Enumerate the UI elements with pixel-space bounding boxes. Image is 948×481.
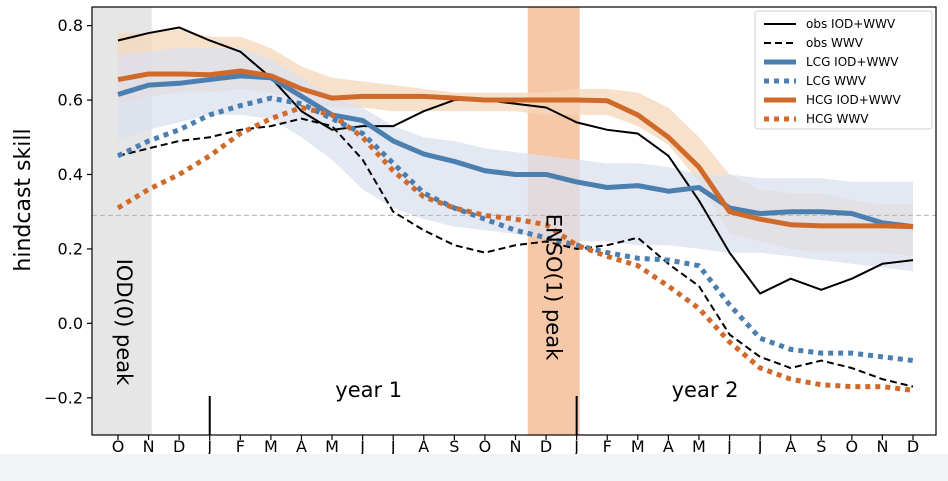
y-tick-label: 0.0 <box>58 314 83 333</box>
series-lcg-wwv <box>116 95 914 364</box>
x-tick-label: O <box>846 437 859 456</box>
x-tick-label: A <box>296 437 307 456</box>
label-year-1: year 1 <box>335 378 402 402</box>
series-hcg-iod-wwv <box>117 68 914 230</box>
x-tick-label: J <box>206 437 212 456</box>
legend-label-hcg-iod-wwv: HCG IOD+WWV <box>806 93 902 107</box>
y-tick-label: 0.6 <box>58 91 83 110</box>
label-iod-0-peak: IOD(0) peak <box>112 259 136 386</box>
x-tick-label: M <box>264 437 278 456</box>
x-tick-label: J <box>757 437 763 456</box>
plot-frame <box>91 6 937 436</box>
legend-label-lcg-wwv: LCG WWV <box>806 74 867 88</box>
annotations: IOD(0) peak ENSO(1) peak year 1 year 2 <box>112 214 739 435</box>
y-tick-label: 0.8 <box>58 16 83 35</box>
x-tick-label: M <box>325 437 339 456</box>
x-tick-label: F <box>603 437 612 456</box>
y-axis: −0.2 0.0 0.2 0.4 0.6 0.8 <box>44 16 92 407</box>
x-tick-label: M <box>692 437 706 456</box>
bottom-strip <box>0 454 948 481</box>
legend-label-obs-iod-wwv: obs IOD+WWV <box>806 17 896 31</box>
series-lcg-iod-wwv <box>117 73 914 230</box>
x-tick-label: J <box>390 437 396 456</box>
y-tick-label: 0.2 <box>58 239 83 258</box>
series-lines <box>116 26 914 393</box>
y-axis-label: hindcast skill <box>11 128 36 271</box>
legend-label-obs-wwv: obs WWV <box>806 36 864 50</box>
x-tick-label: A <box>785 437 796 456</box>
series-obs-iod-wwv <box>117 26 914 295</box>
legend-label-hcg-wwv: HCG WWV <box>806 112 869 126</box>
x-tick-label: D <box>907 437 919 456</box>
x-tick-label: D <box>173 437 185 456</box>
x-tick-label: O <box>112 437 125 456</box>
x-tick-label: N <box>143 437 155 456</box>
label-enso-1-peak: ENSO(1) peak <box>542 214 566 361</box>
x-tick-label: J <box>573 437 579 456</box>
x-tick-label: J <box>726 437 732 456</box>
legend-label-lcg-iod-wwv: LCG IOD+WWV <box>806 55 899 69</box>
x-tick-label: D <box>540 437 552 456</box>
x-tick-label: S <box>449 437 459 456</box>
x-tick-label: N <box>876 437 888 456</box>
legend-box <box>754 10 933 130</box>
x-tick-label: O <box>479 437 492 456</box>
x-tick-label: A <box>418 437 429 456</box>
x-tick-label: F <box>236 437 245 456</box>
x-tick-label: J <box>359 437 365 456</box>
series-hcg-wwv <box>116 104 914 393</box>
y-tick-label: −0.2 <box>44 388 83 407</box>
x-tick-label: S <box>816 437 826 456</box>
label-year-2: year 2 <box>672 378 739 402</box>
y-tick-label: 0.4 <box>58 165 83 184</box>
legend: obs IOD+WWV obs WWV LCG IOD+WWV LCG WWV HCG … <box>754 10 933 130</box>
x-tick-label: A <box>663 437 674 456</box>
x-tick-label: M <box>631 437 645 456</box>
x-tick-label: N <box>510 437 522 456</box>
